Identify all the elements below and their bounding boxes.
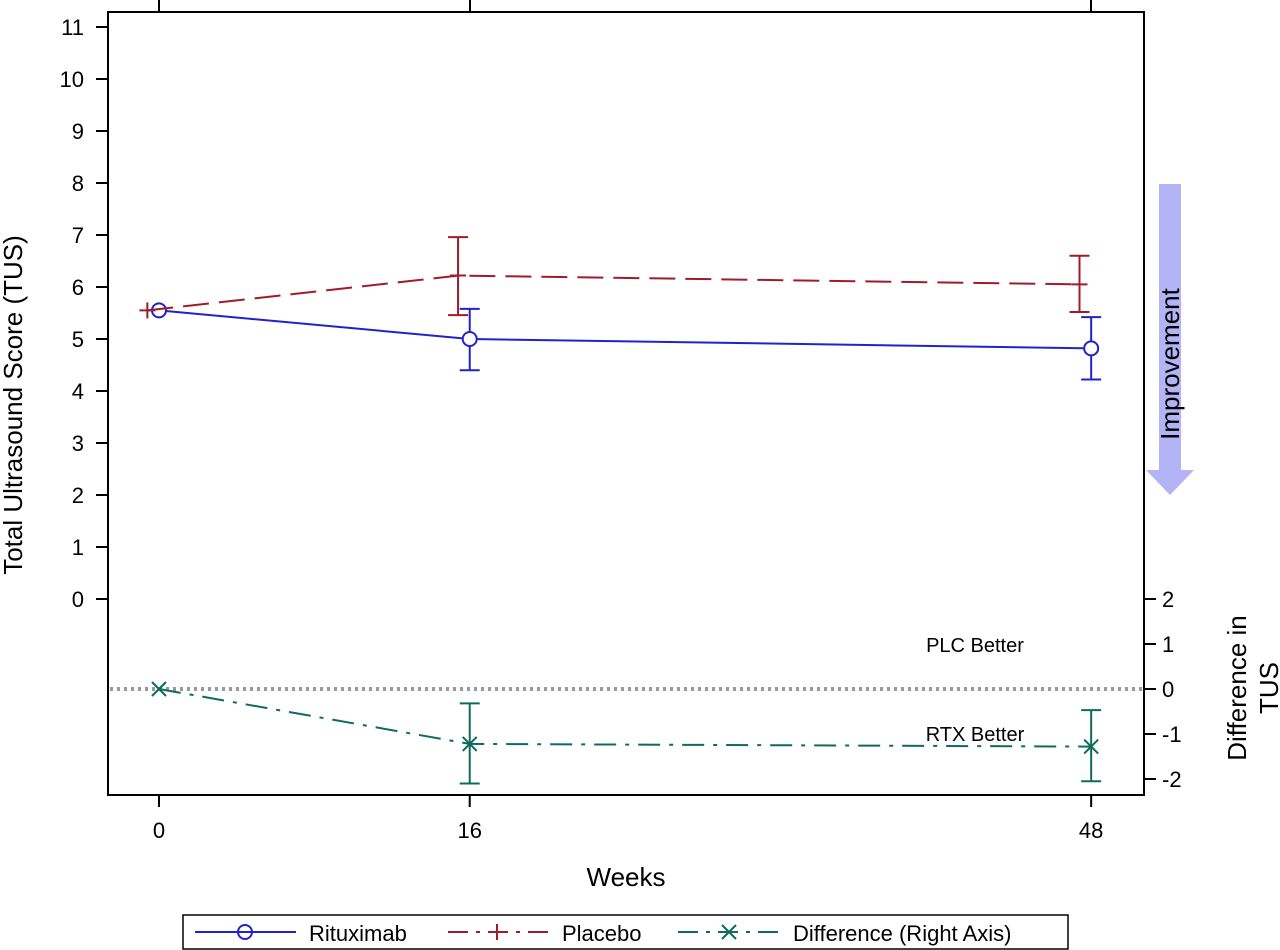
x-axis-title: Weeks [587,862,666,892]
y-tick-label-9: 9 [72,119,84,144]
marker-difference-right-axis-2-b [1083,738,1099,755]
legend: Rituximab Placebo Difference (Right Axis… [182,914,1069,950]
improvement-label: Improvement [1155,287,1185,439]
y2-tick-label--1: -1 [1162,722,1182,747]
y-tick-label-2: 2 [72,483,84,508]
y2-tick-label--2: -2 [1162,767,1182,792]
y2-tick-label-1: 1 [1162,632,1174,657]
y-tick-label-8: 8 [72,171,84,196]
series-line-placebo [147,274,1080,312]
marker-rituximab-2 [1083,340,1100,357]
improvement-arrow: Improvement [1146,184,1194,495]
y2-tick-label-2: 2 [1162,587,1174,612]
series-line-rituximab [158,309,1092,350]
x-tick-label-0: 0 [153,818,165,843]
rtx-better-label: RTX Better [926,724,1025,746]
improvement-arrow-shaft [1159,184,1181,470]
legend-label-difference: Difference (Right Axis) [793,921,1011,946]
legend-label-rituximab: Rituximab [309,921,407,946]
y-tick-label-11: 11 [61,15,84,40]
x-tick-label-48: 48 [1079,818,1103,843]
y-tick-label-4: 4 [72,379,84,404]
y-tick-label-10: 10 [60,67,84,92]
legend-label-placebo: Placebo [562,921,642,946]
legend-swatch-rituximab-marker [237,924,253,940]
y-tick-label-3: 3 [72,431,84,456]
y-tick-label-0: 0 [72,587,84,612]
marker-difference-right-axis-0-b [151,681,167,697]
y-tick-label-5: 5 [72,327,84,352]
legend-swatch-difference-marker-b [721,924,737,940]
y2-tick-label-0: 0 [1162,677,1174,702]
y-tick-label-1: 1 [72,535,84,560]
y-tick-label-6: 6 [72,275,84,300]
legend-frame [182,914,1069,950]
plc-better-label: PLC Better [926,635,1024,657]
y2-axis-title-line1: Difference in [1222,615,1252,761]
x-tick-label-16: 16 [457,818,481,843]
marker-difference-right-axis-1-b [462,736,478,752]
plot-area-frame [107,11,1145,796]
marker-rituximab-1 [461,331,478,347]
y2-axis-title-line2: TUS [1254,662,1280,714]
improvement-arrow-head [1146,470,1194,495]
y-axis-title: Total Ultrasound Score (TUS) [0,235,28,575]
y-tick-label-7: 7 [72,223,84,248]
series-layer [139,236,1102,785]
